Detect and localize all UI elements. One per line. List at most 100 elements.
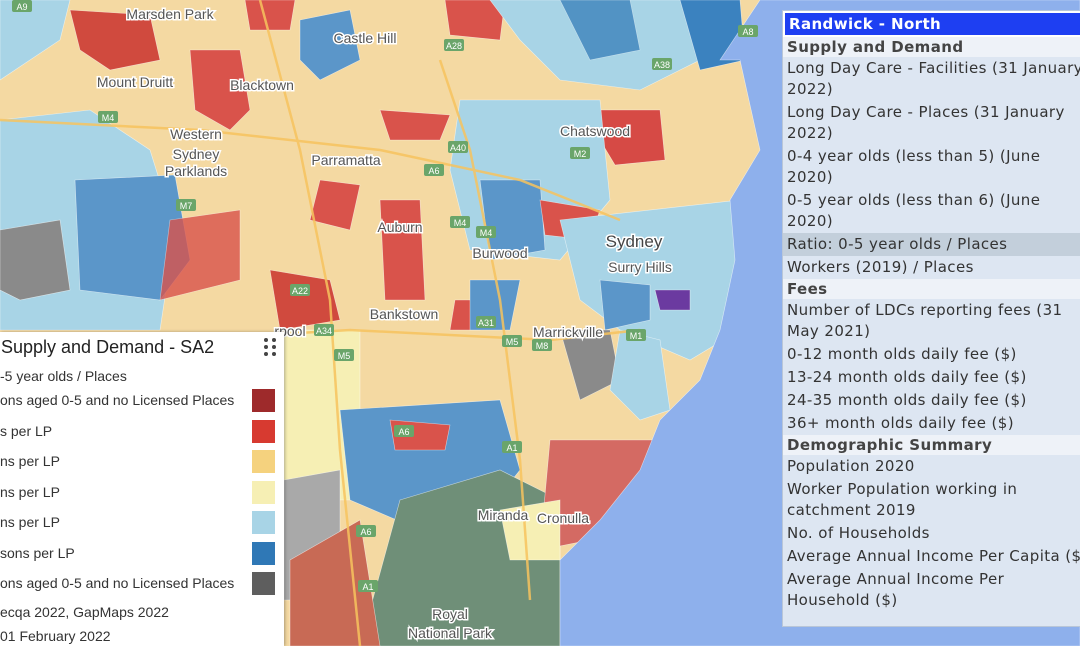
panel-item[interactable]: Workers (2019) / Places (787, 258, 974, 276)
road-label: A6 (428, 166, 439, 176)
road-shield (652, 58, 672, 70)
road-label: A31 (478, 318, 494, 328)
road-shield (476, 316, 496, 328)
section-heading: Fees (783, 279, 1080, 299)
panel-item[interactable]: 0-4 year olds (less than 5) (June 2020) (787, 147, 1041, 186)
legend-label: ons aged 0-5 and no Licensed Places (0, 575, 235, 591)
panel-item[interactable]: Average Annual Income Per Household ($) (787, 570, 1005, 609)
road-label: M7 (180, 201, 193, 211)
legend-swatch (252, 541, 275, 565)
road-label: M4 (480, 228, 493, 238)
place-label: Chatswood (560, 123, 630, 139)
place-label: Mount Druitt (97, 74, 173, 90)
panel-item[interactable]: 0-12 month olds daily fee ($) (787, 345, 1017, 363)
road-shield (290, 284, 310, 296)
place-label: Royal (432, 606, 468, 622)
legend-panel: Supply and Demand - SA2 -5 year olds / P… (0, 332, 284, 646)
panel-title: Randwick - North (783, 11, 1080, 37)
place-label: Cronulla (537, 510, 589, 526)
place-label: Bankstown (370, 306, 438, 322)
legend-label: ons aged 0-5 and no Licensed Places (0, 392, 235, 408)
road-shield (12, 0, 32, 12)
section-heading: Demographic Summary (783, 435, 1080, 455)
place-label: Marsden Park (126, 6, 214, 22)
place-label: Western (170, 126, 222, 142)
legend-label: ns per LP (0, 514, 60, 530)
place-label: Marrickville (533, 324, 603, 340)
road-shield (424, 164, 444, 176)
road-shield (176, 199, 196, 211)
section-heading: Supply and Demand (783, 37, 1080, 57)
road-label: M4 (454, 218, 467, 228)
legend-subtitle: -5 year olds / Places (0, 368, 127, 384)
panel-item[interactable]: 13-24 month olds daily fee ($) (787, 368, 1027, 386)
road-label: M5 (338, 351, 351, 361)
road-shield (502, 441, 522, 453)
road-shield (314, 324, 334, 336)
road-label: A40 (450, 143, 466, 153)
legend-swatch (252, 450, 275, 473)
road-shield (358, 580, 378, 592)
legend-label: ns per LP (0, 453, 60, 469)
place-label: Surry Hills (608, 259, 672, 275)
panel-item[interactable]: Worker Population working in catchment 2… (787, 480, 1018, 519)
panel-item[interactable]: Ratio: 0-5 year olds / Places (783, 233, 1080, 256)
road-label: A9 (16, 2, 27, 12)
road-label: A8 (742, 27, 753, 37)
info-panel: Randwick - North Supply and Demand Long D… (782, 10, 1080, 627)
legend-swatch (252, 480, 275, 504)
road-label: M2 (574, 149, 587, 159)
legend-label: sons per LP (0, 544, 75, 561)
panel-item[interactable]: 24-35 month olds daily fee ($) (787, 391, 1027, 409)
legend-title: Supply and Demand - SA2 (1, 337, 215, 357)
road-shield (394, 425, 414, 437)
legend-date: 01 February 2022 (0, 628, 111, 644)
panel-item[interactable]: Population 2020 (787, 457, 915, 475)
road-network (0, 0, 641, 646)
road-shield (448, 141, 468, 153)
road-shield (450, 216, 470, 228)
road-label: A38 (654, 60, 670, 70)
place-label: Blacktown (230, 77, 294, 93)
legend-source: ecqa 2022, GapMaps 2022 (0, 604, 169, 620)
place-label: Burwood (472, 245, 527, 261)
panel-item[interactable]: No. of Households (787, 524, 930, 542)
road-label: M4 (102, 113, 115, 123)
place-label: Sydney (606, 232, 663, 251)
panel-item[interactable]: Number of LDCs reporting fees (31 May 20… (787, 301, 1063, 340)
legend-label: ns per LP (0, 483, 60, 500)
road-label: M1 (630, 331, 643, 341)
road-shield (334, 349, 354, 361)
place-label: Miranda (478, 507, 529, 523)
map-labels: Marsden Park Castle Hill Mount Druitt Black… (12, 0, 758, 643)
road-label: A22 (292, 286, 308, 296)
place-label: Sydney (173, 146, 220, 162)
road-shield (738, 25, 758, 37)
panel-item[interactable]: Average Annual Income Per Capita ($) (787, 547, 1080, 565)
place-label: Castle Hill (333, 30, 396, 46)
road-shield (444, 39, 464, 51)
road-label: A6 (398, 427, 409, 437)
road-label: A28 (446, 41, 462, 51)
road-shield (532, 339, 552, 351)
drag-handle[interactable] (263, 337, 277, 357)
place-label: National Park (408, 625, 493, 641)
place-label: Parramatta (311, 152, 380, 168)
legend-swatch (252, 419, 275, 443)
legend-label: s per LP (0, 422, 53, 439)
road-label: A1 (506, 443, 517, 453)
legend-swatch (252, 389, 275, 412)
legend-swatch (252, 511, 275, 534)
panel-item[interactable]: 36+ month olds daily fee ($) (787, 414, 1014, 432)
road-shield (502, 335, 522, 347)
road-label: A6 (360, 527, 371, 537)
panel-item[interactable]: 0-5 year olds (less than 6) (June 2020) (787, 191, 1041, 230)
road-label: M5 (506, 337, 519, 347)
place-label: Auburn (377, 219, 422, 235)
panel-item[interactable]: Long Day Care - Facilities (31 January 2… (787, 59, 1080, 98)
legend-swatch (252, 572, 275, 595)
panel-item[interactable]: Long Day Care - Places (31 January 2022) (787, 103, 1065, 142)
place-label: Parklands (165, 163, 227, 179)
road-shield (476, 226, 496, 238)
